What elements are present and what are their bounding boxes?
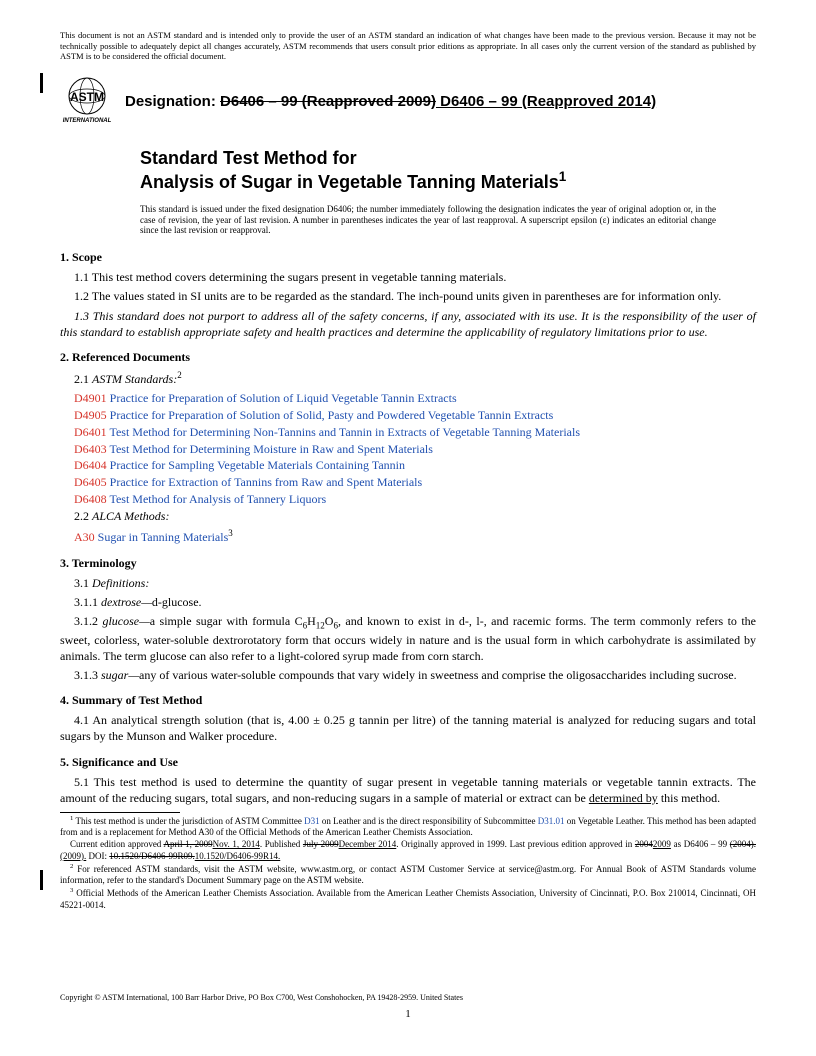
logo-label: INTERNATIONAL: [63, 118, 112, 124]
intro-note: This standard is issued under the fixed …: [140, 204, 716, 236]
designation: Designation: D6406 – 99 (Reapproved 2009…: [125, 93, 656, 110]
term-sub31: 3.1 Definitions:: [60, 575, 756, 591]
summary-p1: 4.1 An analytical strength solution (tha…: [60, 712, 756, 744]
disclaimer-text: This document is not an ASTM standard an…: [60, 30, 756, 62]
change-bar-2: [40, 870, 43, 890]
refdocs-sub21: 2.1 ASTM Standards:2: [60, 369, 756, 387]
ref-alca: A30 Sugar in Tanning Materials3: [74, 527, 756, 546]
copyright: Copyright © ASTM International, 100 Barr…: [60, 993, 463, 1002]
term-sub313: 3.1.3 sugar—any of various water-soluble…: [60, 667, 756, 683]
old-designation: D6406 – 99 (Reapproved 2009): [220, 93, 436, 110]
heading-significance: 5. Significance and Use: [60, 755, 756, 770]
footnote-1b: Current edition approved April 1, 2009No…: [60, 839, 756, 862]
header-row: ASTM INTERNATIONAL Designation: D6406 – …: [60, 74, 756, 129]
footnote-2: 2 For referenced ASTM standards, visit t…: [60, 863, 756, 887]
significance-p1: 5.1 This test method is used to determin…: [60, 774, 756, 806]
ref-item: D6404 Practice for Sampling Vegetable Ma…: [74, 457, 756, 474]
heading-summary: 4. Summary of Test Method: [60, 693, 756, 708]
new-designation: D6406 – 99 (Reapproved 2014): [436, 93, 656, 110]
ref-item: D4905 Practice for Preparation of Soluti…: [74, 407, 756, 424]
svg-text:ASTM: ASTM: [70, 90, 104, 104]
footnote-1: 1 This test method is under the jurisdic…: [60, 815, 756, 839]
ref-item: D6401 Test Method for Determining Non-Ta…: [74, 424, 756, 441]
page-number: 1: [0, 1008, 816, 1020]
term-sub311: 3.1.1 dextrose—d-glucose.: [60, 594, 756, 610]
heading-scope: 1. Scope: [60, 250, 756, 265]
scope-p3: 1.3 This standard does not purport to ad…: [60, 308, 756, 340]
footnote-rule: [60, 812, 180, 813]
title-block: Standard Test Method for Analysis of Sug…: [140, 147, 756, 194]
ref-item: D6405 Practice for Extraction of Tannins…: [74, 474, 756, 491]
ref-list: D4901 Practice for Preparation of Soluti…: [60, 390, 756, 508]
change-bar: [40, 73, 43, 93]
term-sub312: 3.1.2 glucose—a simple sugar with formul…: [60, 613, 756, 664]
ref-item: D6408 Test Method for Analysis of Tanner…: [74, 491, 756, 508]
astm-logo: ASTM INTERNATIONAL: [60, 74, 115, 129]
heading-refdocs: 2. Referenced Documents: [60, 350, 756, 365]
title-line-2: Analysis of Sugar in Vegetable Tanning M…: [140, 169, 756, 194]
title-line-1: Standard Test Method for: [140, 147, 756, 170]
ref-item: D6403 Test Method for Determining Moistu…: [74, 441, 756, 458]
scope-p1: 1.1 This test method covers determining …: [60, 269, 756, 285]
footnote-3: 3 Official Methods of the American Leath…: [60, 887, 756, 911]
scope-p2: 1.2 The values stated in SI units are to…: [60, 288, 756, 304]
heading-terminology: 3. Terminology: [60, 556, 756, 571]
refdocs-sub22: 2.2 ALCA Methods:: [60, 508, 756, 524]
ref-item: D4901 Practice for Preparation of Soluti…: [74, 390, 756, 407]
